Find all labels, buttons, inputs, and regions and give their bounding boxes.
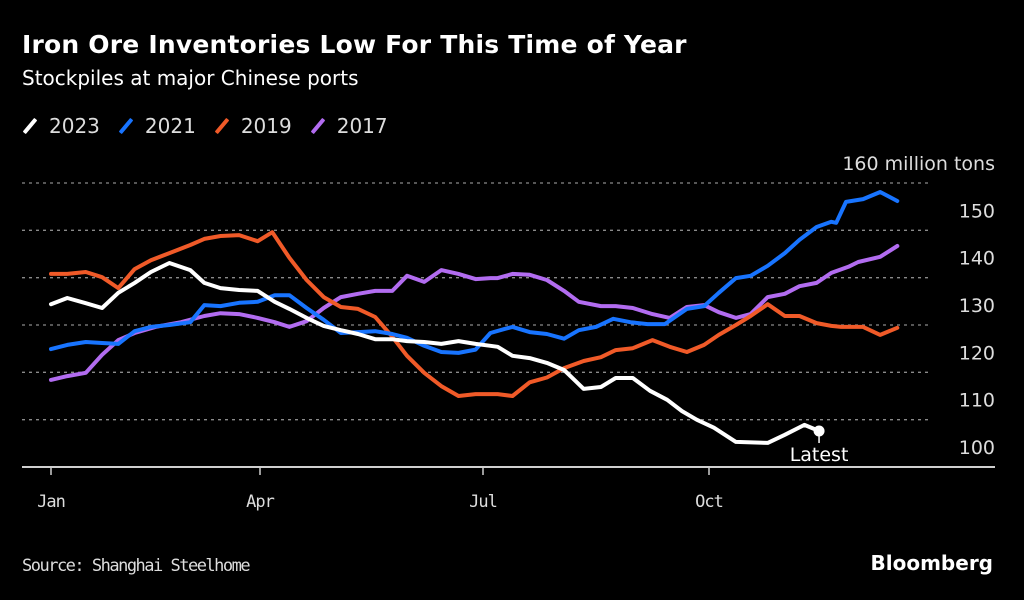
legend-label: 2017 <box>336 114 388 138</box>
latest-annotation-label: Latest <box>790 444 849 466</box>
y-tick-label: 160 million tons <box>842 153 995 175</box>
chart-title: Iron Ore Inventories Low For This Time o… <box>22 30 687 59</box>
x-tick-label: Oct <box>695 492 723 512</box>
legend: 2023 2021 2019 2017 <box>22 112 406 140</box>
y-tick-label: 110 <box>959 390 995 412</box>
legend-item-2023: 2023 <box>22 114 100 138</box>
series-line-2021 <box>49 190 900 355</box>
y-tick-label: 140 <box>959 248 995 270</box>
y-tick-label: 150 <box>959 200 995 222</box>
x-tick-label: Jul <box>469 492 497 512</box>
legend-label: 2021 <box>144 114 196 138</box>
y-tick-label: 130 <box>959 295 995 317</box>
x-tick-label: Jan <box>37 492 65 512</box>
legend-label: 2019 <box>240 114 292 138</box>
y-tick-label: 100 <box>959 437 995 459</box>
legend-item-2019: 2019 <box>214 114 292 138</box>
series-line-2019 <box>49 230 900 398</box>
y-tick-label: 120 <box>959 342 995 364</box>
bloomberg-logo: Bloomberg <box>870 551 993 575</box>
source-note: Source: Shanghai Steelhome <box>22 556 251 576</box>
series-line-2017 <box>49 244 900 382</box>
series-line-2023 <box>49 261 822 445</box>
legend-item-2017: 2017 <box>310 114 388 138</box>
x-tick-label: Apr <box>246 492 274 512</box>
legend-label: 2023 <box>49 114 100 138</box>
chart-subtitle: Stockpiles at major Chinese ports <box>22 66 359 90</box>
latest-point-marker <box>813 425 825 437</box>
legend-item-2021: 2021 <box>118 114 196 138</box>
